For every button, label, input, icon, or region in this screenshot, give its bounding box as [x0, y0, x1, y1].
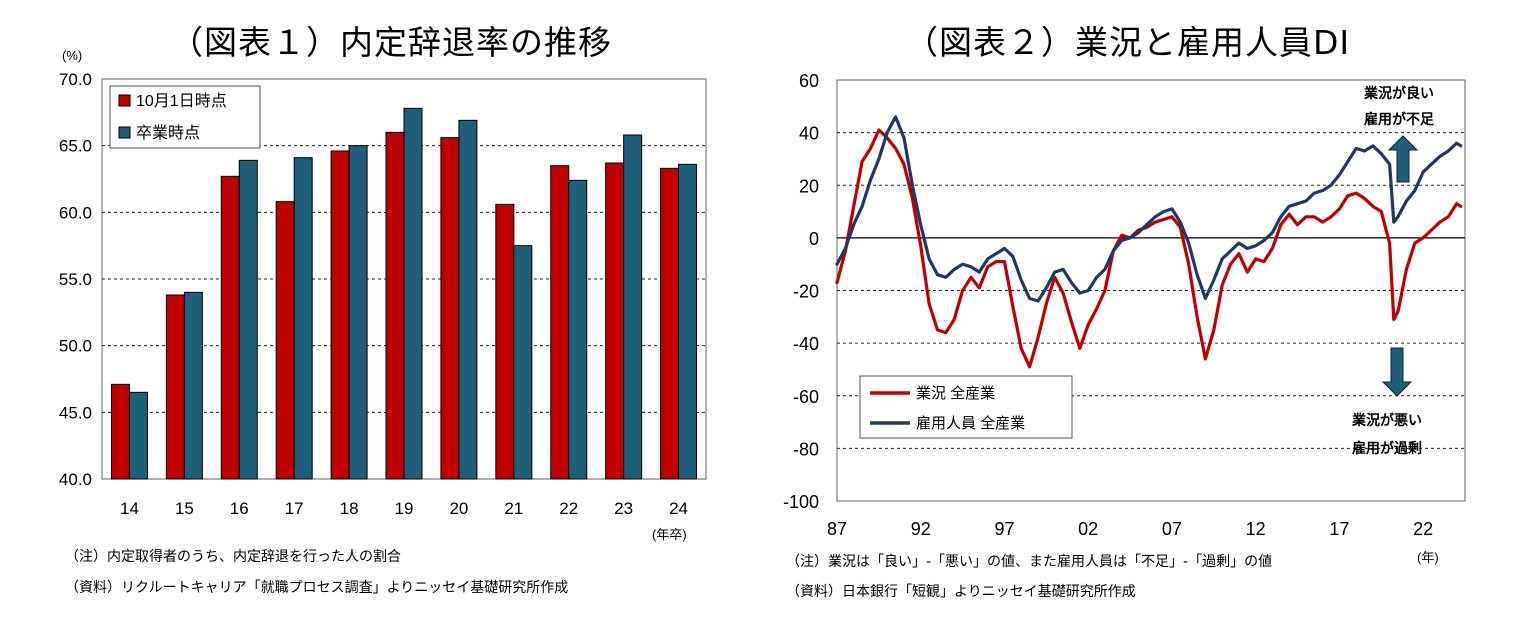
annotation-up: 業況が良い 雇用が不足: [1363, 85, 1435, 183]
legend-swatch-10gatsu: [118, 94, 131, 107]
chart1-bar: [660, 167, 680, 480]
chart2-xtick-label: 02: [1078, 519, 1098, 539]
chart2-xtick-label: 17: [1329, 519, 1349, 539]
legend-swatch-sotsugyo: [118, 126, 131, 139]
chart2-note: （注）業況は「良い」-「悪い」の値、また雇用人員は「不足」-「過剰」の値: [786, 554, 1273, 570]
chart1-xtick-label: 20: [449, 499, 468, 518]
chart1-xtick-label: 14: [120, 499, 139, 518]
chart1-xunit: (年卒): [652, 527, 687, 542]
chart1-bar: [110, 383, 130, 480]
chart2-legend: 業況 全産業 雇用人員 全産業: [859, 375, 1073, 439]
legend-label-10gatsu: 10月1日時点: [136, 92, 227, 110]
down-arrow-icon: [1381, 347, 1413, 397]
chart1: 70.0 65.0 60.0 55.0 50.0 45.0 40.0 14 15 16 17 18 1…: [59, 48, 707, 542]
chart1-bar: [238, 159, 258, 480]
chart2-source: （資料）日本銀行「短観」よりニッセイ基礎研究所作成: [786, 584, 1136, 600]
chart1-legend-box: [109, 85, 261, 149]
chart1-ytick-label: 70.0: [59, 70, 92, 89]
legend-label-sotsugyo: 卒業時点: [136, 124, 200, 142]
chart1-xtick-label: 23: [614, 499, 633, 518]
annotation-up-line2: 雇用が不足: [1364, 111, 1435, 127]
chart1-xtick-label: 24: [669, 499, 688, 518]
chart1-bar: [403, 107, 423, 480]
chart1-ytick-label: 50.0: [59, 337, 92, 356]
chart2-xtick-label: 22: [1413, 519, 1433, 539]
chart2-ytick-label: -40: [793, 334, 819, 354]
chart2-series-gyokyo-line: [835, 128, 1463, 369]
chart1-bar: [678, 163, 698, 480]
chart2-legend-box: [859, 375, 1073, 439]
chart1-legend: 10月1日時点 卒業時点: [109, 85, 261, 149]
chart1-bar: [330, 150, 350, 480]
chart1-title: （図表１）内定辞退率の推移: [170, 23, 612, 62]
chart1-bar: [605, 162, 625, 480]
chart1-bar: [568, 179, 588, 480]
chart1-ylabel: (%): [62, 48, 82, 63]
chart2-ytick-label: 20: [799, 176, 819, 196]
chart2: 60 40 20 0 -20 -40 -60 -80 -100 87 92 97 02 07 12 17 22…: [783, 71, 1466, 565]
chart1-ytick-label: 65.0: [59, 137, 92, 156]
chart1-bar: [128, 391, 148, 480]
chart1-bar: [293, 157, 313, 480]
chart2-ytick-label: -80: [793, 439, 819, 459]
annotation-up-line1: 業況が良い: [1363, 85, 1434, 101]
chart1-xtick-label: 16: [230, 499, 249, 518]
chart1-bar: [458, 119, 478, 480]
chart1-bar: [348, 145, 368, 480]
chart2-ytick-label: 40: [799, 124, 819, 144]
chart1-source: （資料）リクルートキャリア「就職プロセス調査」よりニッセイ基礎研究所作成: [65, 580, 569, 596]
chart2-ytick-label: -100: [783, 492, 819, 512]
chart1-bar: [440, 137, 460, 480]
chart1-bar: [165, 294, 185, 480]
up-arrow-icon: [1387, 135, 1419, 183]
chart1-ytick-label: 60.0: [59, 203, 92, 222]
chart2-title: （図表２）業況と雇用人員DI: [905, 23, 1351, 62]
chart2-xtick-label: 92: [911, 519, 931, 539]
chart2-xtick-label: 12: [1246, 519, 1266, 539]
chart1-ytick-label: 45.0: [59, 403, 92, 422]
chart1-ytick-label: 55.0: [59, 270, 92, 289]
chart2-ytick-label: -60: [793, 387, 819, 407]
chart2-ytick-label: -20: [793, 282, 819, 302]
chart1-xtick-label: 21: [504, 499, 523, 518]
chart1-bar: [220, 175, 240, 480]
annotation-down-line2: 雇用が過剰: [1352, 440, 1422, 456]
chart2-ytick-label: 0: [809, 229, 819, 249]
chart1-bar: [623, 134, 643, 480]
chart1-bar: [550, 165, 570, 480]
legend-label-koyo: 雇用人員 全産業: [916, 414, 1025, 432]
annotation-down: 業況が悪い 雇用が過剰: [1351, 347, 1422, 456]
chart2-series-koyo-line: [835, 115, 1463, 303]
chart2-xtick-label: 97: [994, 519, 1014, 539]
chart1-xtick-label: 18: [340, 499, 359, 518]
chart1-xtick-label: 15: [175, 499, 194, 518]
chart2-xunit: (年): [1417, 550, 1439, 565]
chart1-bar: [183, 291, 203, 480]
chart1-xtick-label: 22: [559, 499, 578, 518]
chart1-xtick-label: 19: [395, 499, 414, 518]
chart1-bar: [495, 203, 515, 480]
chart1-ytick-label: 40.0: [59, 470, 92, 489]
chart1-note: （注）内定取得者のうち、内定辞退を行った人の割合: [65, 549, 401, 565]
chart1-bar: [513, 245, 533, 480]
chart1-bar: [385, 131, 405, 480]
chart2-xtick-label: 87: [827, 519, 847, 539]
legend-label-gyokyo: 業況 全産業: [916, 384, 995, 402]
annotation-down-line1: 業況が悪い: [1351, 412, 1422, 428]
chart1-xtick-label: 17: [285, 499, 304, 518]
chart2-xtick-label: 07: [1162, 519, 1182, 539]
chart2-ytick-label: 60: [799, 71, 819, 91]
chart1-bar: [275, 201, 295, 480]
